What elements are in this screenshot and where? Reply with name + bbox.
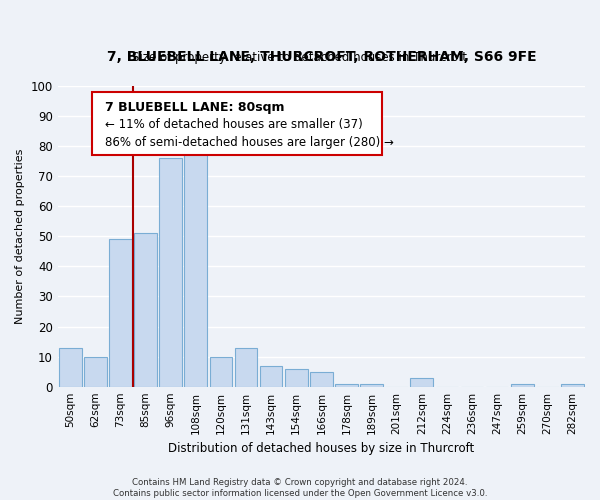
Text: Size of property relative to detached houses in Thurcroft: Size of property relative to detached ho… (133, 50, 467, 64)
Bar (285, 368, 308, 386)
Bar (335, 384, 358, 386)
FancyBboxPatch shape (92, 92, 382, 155)
Bar (59, 348, 82, 387)
Bar (209, 356, 232, 386)
Text: 86% of semi-detached houses are larger (280) →: 86% of semi-detached houses are larger (… (105, 136, 394, 148)
Bar (184, 143, 207, 386)
Bar (260, 366, 283, 386)
Title: 7, BLUEBELL LANE, THURCROFT, ROTHERHAM, S66 9FE: 7, BLUEBELL LANE, THURCROFT, ROTHERHAM, … (107, 50, 536, 64)
Bar (310, 372, 332, 386)
Bar (84, 356, 107, 386)
Bar (511, 384, 533, 386)
Text: 7 BLUEBELL LANE: 80sqm: 7 BLUEBELL LANE: 80sqm (105, 101, 284, 114)
Bar (109, 240, 132, 386)
Text: Contains HM Land Registry data © Crown copyright and database right 2024.
Contai: Contains HM Land Registry data © Crown c… (113, 478, 487, 498)
Bar (160, 158, 182, 386)
Y-axis label: Number of detached properties: Number of detached properties (15, 148, 25, 324)
Bar (410, 378, 433, 386)
Text: ← 11% of detached houses are smaller (37): ← 11% of detached houses are smaller (37… (105, 118, 363, 130)
Bar (561, 384, 584, 386)
Bar (235, 348, 257, 387)
Bar (134, 234, 157, 386)
Bar (360, 384, 383, 386)
X-axis label: Distribution of detached houses by size in Thurcroft: Distribution of detached houses by size … (168, 442, 475, 455)
